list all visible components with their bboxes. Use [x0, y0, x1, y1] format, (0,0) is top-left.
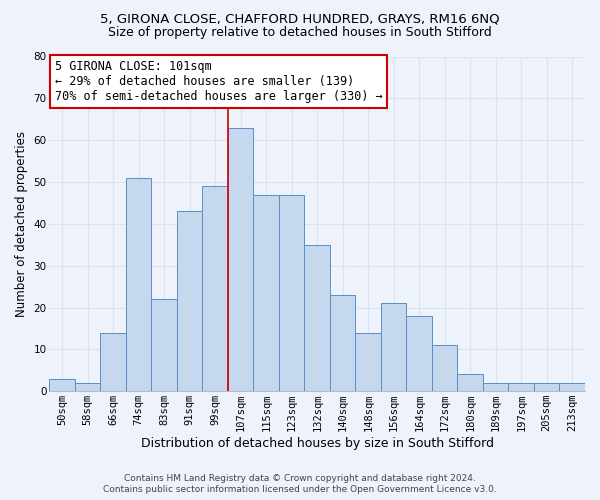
Bar	[457, 374, 483, 391]
Bar	[534, 383, 559, 391]
X-axis label: Distribution of detached houses by size in South Stifford: Distribution of detached houses by size …	[141, 437, 494, 450]
Bar	[75, 383, 100, 391]
Bar	[202, 186, 228, 391]
Text: 5 GIRONA CLOSE: 101sqm
← 29% of detached houses are smaller (139)
70% of semi-de: 5 GIRONA CLOSE: 101sqm ← 29% of detached…	[55, 60, 383, 103]
Bar	[559, 383, 585, 391]
Bar	[100, 332, 126, 391]
Y-axis label: Number of detached properties: Number of detached properties	[15, 131, 28, 317]
Bar	[126, 178, 151, 391]
Bar	[304, 244, 330, 391]
Bar	[355, 332, 381, 391]
Text: Contains HM Land Registry data © Crown copyright and database right 2024.
Contai: Contains HM Land Registry data © Crown c…	[103, 474, 497, 494]
Text: Size of property relative to detached houses in South Stifford: Size of property relative to detached ho…	[108, 26, 492, 39]
Bar	[330, 295, 355, 391]
Bar	[432, 345, 457, 391]
Bar	[151, 299, 177, 391]
Bar	[177, 212, 202, 391]
Bar	[253, 194, 279, 391]
Bar	[508, 383, 534, 391]
Bar	[406, 316, 432, 391]
Bar	[381, 304, 406, 391]
Bar	[49, 378, 75, 391]
Bar	[483, 383, 508, 391]
Text: 5, GIRONA CLOSE, CHAFFORD HUNDRED, GRAYS, RM16 6NQ: 5, GIRONA CLOSE, CHAFFORD HUNDRED, GRAYS…	[100, 12, 500, 26]
Bar	[279, 194, 304, 391]
Bar	[228, 128, 253, 391]
